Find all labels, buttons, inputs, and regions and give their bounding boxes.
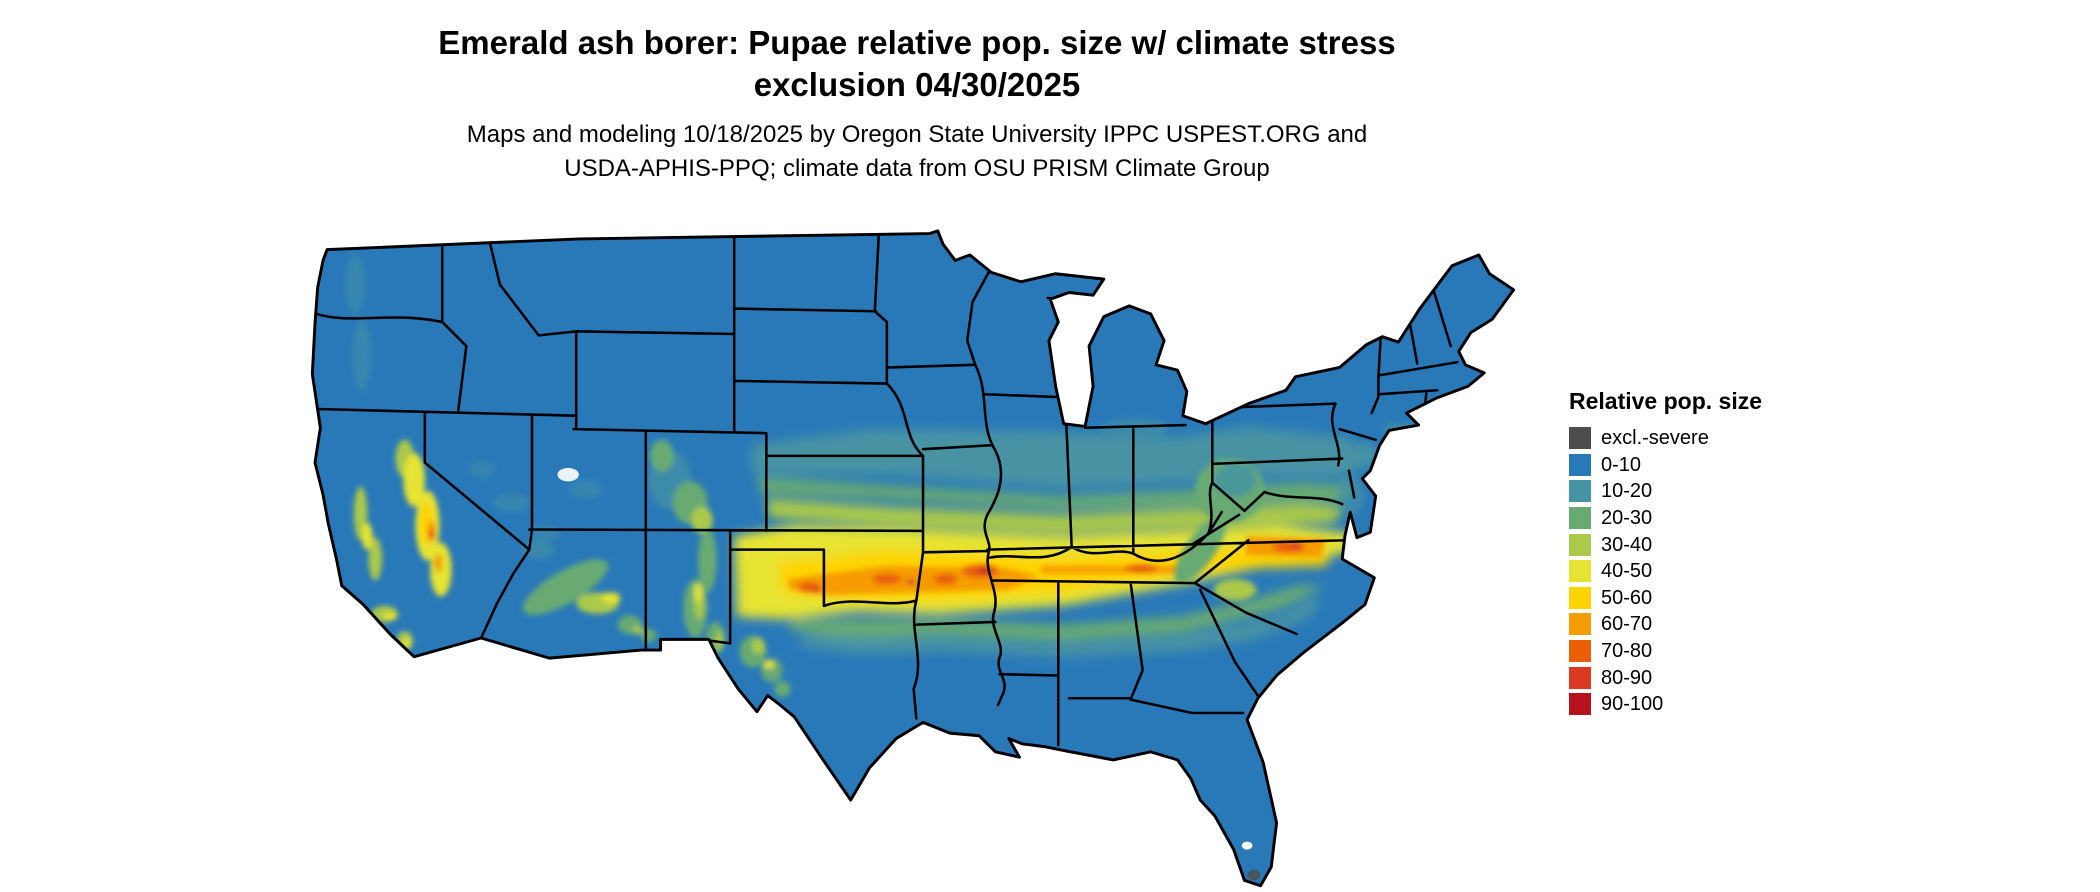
core-90-100 xyxy=(981,569,988,574)
legend-item-label: 10-20 xyxy=(1601,480,1653,503)
legend-item-label: 70-80 xyxy=(1601,640,1653,663)
legend-swatch xyxy=(1569,693,1591,716)
legend-item: 60-70 xyxy=(1569,611,1762,638)
legend-item-label: 0-10 xyxy=(1601,453,1642,476)
legend-item-label: 30-40 xyxy=(1601,533,1653,556)
legend-item: 70-80 xyxy=(1569,638,1762,665)
us-map xyxy=(310,228,1523,890)
legend-item: 30-40 xyxy=(1569,531,1762,558)
legend-swatch xyxy=(1569,480,1591,503)
legend-item-label: 80-90 xyxy=(1601,666,1653,689)
legend-swatch xyxy=(1569,560,1591,583)
legend-item: excl.-severe xyxy=(1569,425,1762,452)
state-borders xyxy=(315,232,1459,747)
subtitle-line-1: Maps and modeling 10/18/2025 by Oregon S… xyxy=(466,121,1368,148)
legend-swatch xyxy=(1569,533,1591,556)
legend-item-label: excl.-severe xyxy=(1601,427,1709,450)
core-70-80 xyxy=(1125,564,1158,573)
figure-title: Emerald ash borer: Pupae relative pop. s… xyxy=(311,22,1523,106)
band-30-40-north xyxy=(766,498,1345,534)
core-80-90 xyxy=(905,579,917,585)
legend-item-label: 60-70 xyxy=(1601,613,1653,636)
core-60-70-tennessee xyxy=(1040,565,1191,574)
title-line-2: exclusion 04/30/2025 xyxy=(753,66,1081,103)
core-80-90 xyxy=(813,587,822,593)
legend-item: 90-100 xyxy=(1569,691,1762,718)
legend-item: 40-50 xyxy=(1569,558,1762,585)
legend-swatch xyxy=(1569,453,1591,476)
subtitle-line-2: USDA-APHIS-PPQ; climate data from OSU PR… xyxy=(564,155,1270,182)
us-outline xyxy=(310,229,1516,888)
excl-severe-patch xyxy=(1247,869,1261,881)
core-80-90 xyxy=(1289,544,1304,550)
core-70-80 xyxy=(933,573,958,585)
band-20-30-south xyxy=(787,584,1324,641)
legend-item: 0-10 xyxy=(1569,452,1762,479)
lake-okeechobee xyxy=(1241,841,1253,850)
legend-swatch xyxy=(1569,427,1591,450)
legend-swatch xyxy=(1569,613,1591,636)
great-salt-lake xyxy=(557,467,579,482)
title-line-1: Emerald ash borer: Pupae relative pop. s… xyxy=(438,24,1396,61)
legend-item: 20-30 xyxy=(1569,505,1762,532)
core-70-80 xyxy=(872,573,902,585)
legend-item: 80-90 xyxy=(1569,664,1762,691)
legend-swatch xyxy=(1569,640,1591,663)
figure-subtitle: Maps and modeling 10/18/2025 by Oregon S… xyxy=(281,118,1553,186)
legend-item-label: 90-100 xyxy=(1601,693,1664,716)
legend-item-label: 20-30 xyxy=(1601,507,1653,530)
legend: Relative pop. size excl.-severe 0-10 10-… xyxy=(1569,388,1762,718)
legend-item: 10-20 xyxy=(1569,478,1762,505)
legend-swatch xyxy=(1569,507,1591,530)
us-map-svg xyxy=(310,229,1516,888)
legend-swatch xyxy=(1569,666,1591,689)
legend-item-label: 40-50 xyxy=(1601,560,1653,583)
legend-item-label: 50-60 xyxy=(1601,586,1653,609)
legend-item: 50-60 xyxy=(1569,585,1762,612)
legend-title: Relative pop. size xyxy=(1569,388,1763,414)
band-10-20-south xyxy=(798,597,1324,657)
legend-swatch xyxy=(1569,586,1591,609)
